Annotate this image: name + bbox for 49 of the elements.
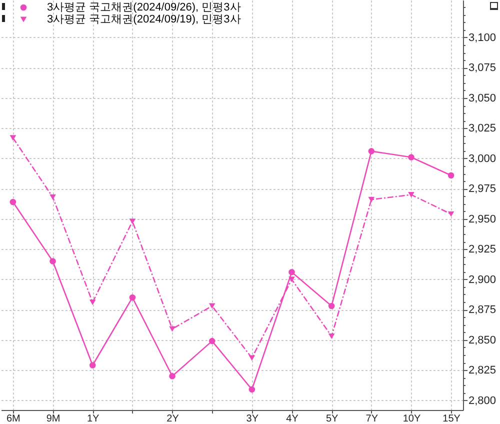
y-tick-label: 2,925 (468, 244, 496, 256)
point (10, 135, 16, 141)
point (288, 276, 295, 282)
point (368, 148, 375, 154)
point (328, 302, 335, 310)
y-tick-label: 2,850 (468, 334, 496, 346)
point (248, 386, 256, 393)
point (448, 172, 454, 179)
point (368, 196, 375, 202)
y-tick-label: 2,800 (468, 394, 496, 407)
point (208, 303, 216, 309)
legend-label: 3사평균 국고채권(2024/09/26), 민평3사 (47, 2, 241, 14)
point (50, 194, 56, 200)
point (89, 300, 96, 306)
y-tick-label: 2,900 (468, 274, 496, 286)
point (129, 294, 136, 301)
point (208, 338, 216, 344)
y-tick-label: 3,000 (468, 152, 496, 165)
y-tick-label: 2,875 (468, 304, 496, 316)
y-tick-label: 3,100 (468, 32, 496, 44)
x-tick-label: 9M (46, 414, 60, 424)
point (448, 211, 454, 217)
x-tick-label: 10Y (402, 414, 421, 424)
y-tick-label: 2,950 (468, 213, 496, 226)
x-tick-label: 7Y (366, 414, 378, 424)
y-tick-label: 3,050 (468, 92, 496, 104)
x-tick-label: 4Y (286, 414, 299, 424)
x-tick-label: 5Y (326, 414, 339, 424)
x-tick-label: 1Y (86, 414, 100, 424)
point (248, 355, 256, 361)
y-tick-label: 2,825 (468, 364, 496, 377)
x-tick-label: 6M (6, 414, 20, 424)
point (288, 268, 295, 276)
x-tick-label: 15Y (442, 414, 461, 424)
point (89, 362, 96, 368)
legend-label: 3사평균 국고채권(2024/09/19), 민평3사 (47, 14, 241, 26)
point (169, 326, 176, 332)
point (169, 372, 176, 380)
point (408, 154, 414, 160)
point (50, 258, 56, 264)
x-tick-label: 3Y (246, 414, 259, 424)
y-tick-label: 2,975 (468, 183, 496, 196)
point (10, 198, 16, 206)
point (129, 218, 136, 224)
x-tick-label: 2Y (166, 414, 180, 424)
point (328, 333, 335, 339)
y-tick-label: 3,025 (468, 122, 496, 135)
point (408, 192, 414, 198)
y-tick-label: 3,075 (468, 62, 496, 74)
